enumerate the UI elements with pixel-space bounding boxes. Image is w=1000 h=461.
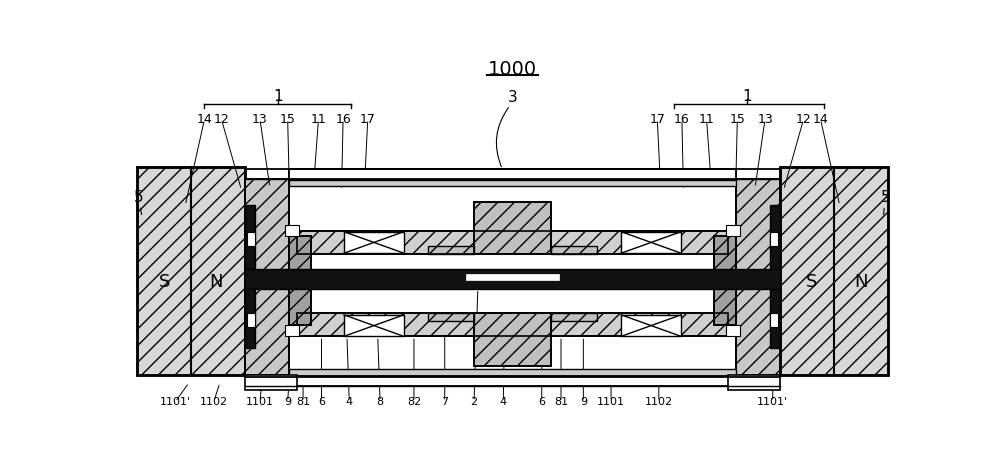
Text: 5: 5 xyxy=(881,190,891,205)
Bar xyxy=(551,313,597,321)
Text: 16: 16 xyxy=(335,113,351,126)
Bar xyxy=(245,269,780,289)
Text: 7: 7 xyxy=(441,397,448,407)
Bar xyxy=(736,178,780,375)
Text: 12: 12 xyxy=(796,113,811,126)
Bar xyxy=(736,178,780,375)
Text: 5: 5 xyxy=(134,190,144,205)
Bar xyxy=(245,206,255,348)
Text: N: N xyxy=(854,273,867,291)
Text: S: S xyxy=(159,273,170,291)
Bar xyxy=(289,369,736,376)
Bar xyxy=(466,274,559,280)
Bar xyxy=(770,313,778,327)
Bar xyxy=(474,201,551,254)
Text: 1: 1 xyxy=(273,89,282,104)
Text: 1102: 1102 xyxy=(645,397,673,407)
Bar xyxy=(474,313,551,366)
Bar xyxy=(137,167,245,375)
Text: 13: 13 xyxy=(252,113,268,126)
Text: 17: 17 xyxy=(360,113,376,126)
Bar xyxy=(289,169,736,178)
Bar xyxy=(285,325,299,337)
Bar xyxy=(289,236,311,325)
Text: 9: 9 xyxy=(284,397,291,407)
Bar xyxy=(247,232,255,246)
Text: 82: 82 xyxy=(407,397,421,407)
Bar xyxy=(621,315,681,337)
Bar xyxy=(245,375,297,390)
Text: 14: 14 xyxy=(813,113,828,126)
Text: 6: 6 xyxy=(538,397,545,407)
Bar xyxy=(247,313,255,327)
Bar xyxy=(726,325,740,337)
Text: 15: 15 xyxy=(280,113,296,126)
Text: 11: 11 xyxy=(311,113,326,126)
Bar xyxy=(714,236,736,325)
Text: 9: 9 xyxy=(580,397,587,407)
Bar xyxy=(245,178,289,375)
Text: 1101: 1101 xyxy=(246,397,274,407)
Bar xyxy=(297,313,728,337)
Text: 2: 2 xyxy=(470,397,478,407)
Text: 4: 4 xyxy=(346,397,353,407)
Bar xyxy=(289,180,736,186)
Text: 3: 3 xyxy=(508,90,517,105)
Bar xyxy=(137,167,245,375)
Text: 15: 15 xyxy=(729,113,745,126)
Text: 14: 14 xyxy=(197,113,212,126)
Text: 1: 1 xyxy=(743,89,752,104)
Text: 1101': 1101' xyxy=(757,397,788,407)
Bar xyxy=(297,231,728,254)
Text: 1000: 1000 xyxy=(488,59,537,79)
Text: 1101': 1101' xyxy=(160,397,191,407)
Bar xyxy=(289,377,736,386)
Bar xyxy=(285,225,299,236)
Text: N: N xyxy=(209,273,223,291)
Text: 4: 4 xyxy=(500,397,507,407)
Text: 11: 11 xyxy=(699,113,714,126)
Bar xyxy=(621,231,681,253)
Text: 81: 81 xyxy=(296,397,310,407)
Text: 16: 16 xyxy=(674,113,690,126)
Text: 6: 6 xyxy=(318,397,325,407)
Text: 1101: 1101 xyxy=(597,397,625,407)
Bar xyxy=(297,231,728,254)
Bar xyxy=(474,313,551,366)
Text: 17: 17 xyxy=(649,113,665,126)
Text: 81: 81 xyxy=(554,397,568,407)
Text: S: S xyxy=(806,273,817,291)
Bar xyxy=(289,236,311,325)
Text: 1102: 1102 xyxy=(200,397,228,407)
Bar xyxy=(344,231,404,253)
Bar xyxy=(428,313,474,321)
Text: 12: 12 xyxy=(214,113,229,126)
Bar xyxy=(714,236,736,325)
Bar xyxy=(245,178,289,375)
Text: 8: 8 xyxy=(376,397,384,407)
Bar xyxy=(780,167,888,375)
Bar xyxy=(344,315,404,337)
Bar xyxy=(551,246,597,254)
Bar xyxy=(474,201,551,254)
Bar xyxy=(780,167,888,375)
Text: 13: 13 xyxy=(757,113,773,126)
Bar xyxy=(726,225,740,236)
Bar xyxy=(728,375,780,390)
Bar xyxy=(428,246,474,254)
Bar xyxy=(770,206,780,348)
Bar xyxy=(770,232,778,246)
Bar xyxy=(297,313,728,337)
